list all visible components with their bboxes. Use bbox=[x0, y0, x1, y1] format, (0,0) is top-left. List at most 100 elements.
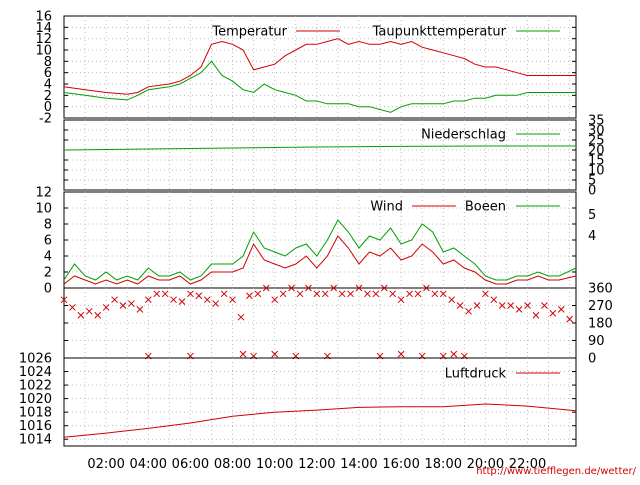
temperature-ytick-label: 0 bbox=[44, 100, 52, 115]
wind_direction-point bbox=[60, 296, 68, 304]
wind_direction-point bbox=[515, 306, 523, 313]
wind-ytick-label: 4 bbox=[44, 250, 52, 265]
wind_direction-point bbox=[414, 290, 422, 298]
temperature-legend-label: Taupunkttemperatur bbox=[372, 25, 507, 40]
precipitation-ytick-label: 0 bbox=[588, 184, 596, 199]
wind_direction-point bbox=[549, 309, 557, 317]
wind_direction-point bbox=[288, 284, 295, 292]
wind_direction-point bbox=[473, 302, 481, 309]
temperature-ytick-label: 8 bbox=[44, 55, 52, 70]
wind_direction-point bbox=[254, 290, 262, 298]
pressure-legend-label: Luftdruck bbox=[445, 367, 507, 382]
wind_direction-point bbox=[271, 350, 279, 358]
wind_direction-point bbox=[153, 290, 161, 298]
temperature-ytick-label: 2 bbox=[44, 89, 52, 104]
pressure-ytick-label: 1022 bbox=[19, 379, 52, 394]
pressure-ytick-label: 1020 bbox=[19, 392, 52, 407]
wind_direction-point bbox=[498, 302, 506, 309]
pressure-series-0-line bbox=[63, 403, 577, 438]
wind_direction-point bbox=[170, 296, 177, 304]
wind_direction-point bbox=[338, 290, 346, 298]
x-tick-label: 04:00 bbox=[130, 457, 167, 472]
pressure-ytick-label: 1018 bbox=[19, 406, 52, 421]
precipitation-ytick-label: 35 bbox=[588, 114, 605, 129]
wind-right-label: 4 bbox=[588, 229, 596, 244]
wind_direction-point bbox=[450, 350, 458, 358]
wind-series-0-line bbox=[63, 235, 577, 285]
wind_direction-ytick-label: 360 bbox=[588, 282, 613, 297]
temperature-ytick-label: 6 bbox=[44, 66, 52, 81]
wind_direction-point bbox=[237, 313, 245, 321]
wind-legend-label: Wind bbox=[370, 200, 403, 215]
wind_direction-point bbox=[389, 290, 397, 298]
wind_direction-point bbox=[94, 311, 102, 319]
precipitation-ytick-label: 25 bbox=[588, 134, 605, 149]
wind_direction-point bbox=[321, 290, 329, 298]
wind_direction-point bbox=[490, 296, 498, 304]
wind_direction-point bbox=[541, 302, 548, 309]
precipitation-series-0-line bbox=[63, 145, 576, 151]
x-tick-label: 02:00 bbox=[87, 457, 124, 472]
x-tick-label: 08:00 bbox=[214, 457, 251, 472]
x-tick-label: 06:00 bbox=[172, 457, 209, 472]
wind-right-label: 5 bbox=[588, 208, 596, 223]
wind_direction-point bbox=[406, 290, 413, 298]
wind_direction-point bbox=[313, 290, 321, 298]
wind_direction-point bbox=[465, 307, 472, 315]
wind_direction-point bbox=[144, 296, 152, 304]
wind_direction-point bbox=[203, 296, 211, 304]
wind_direction-point bbox=[448, 296, 456, 304]
temperature-frame bbox=[63, 15, 577, 119]
precipitation-legend-label: Niederschlag bbox=[421, 128, 506, 143]
precipitation-frame bbox=[63, 119, 577, 191]
wind_direction-point bbox=[482, 290, 489, 298]
temperature-series-1-line bbox=[63, 60, 576, 113]
x-tick-label: 10:00 bbox=[256, 457, 293, 472]
precipitation-ytick-label: 30 bbox=[588, 124, 605, 139]
wind_direction-point bbox=[246, 292, 253, 300]
temperature-ytick-label: 16 bbox=[35, 10, 52, 25]
wind_direction-point bbox=[372, 290, 380, 298]
wind-ytick-label: 2 bbox=[44, 266, 52, 281]
wind-ytick-label: 12 bbox=[35, 186, 52, 201]
temperature-series-0-line bbox=[63, 38, 576, 95]
wind_direction-point bbox=[128, 300, 135, 307]
wind_direction-point bbox=[305, 284, 312, 292]
wind_direction-ytick-label: 270 bbox=[588, 299, 613, 314]
wind-ytick-label: 6 bbox=[44, 234, 52, 249]
temperature-ytick-label: 14 bbox=[35, 21, 52, 36]
x-tick-label: 12:00 bbox=[298, 457, 335, 472]
wind_direction-ytick-label: 180 bbox=[588, 317, 613, 332]
x-tick-label: 22:00 bbox=[509, 457, 546, 472]
pressure-ytick-label: 1026 bbox=[19, 352, 52, 367]
wind-ytick-label: 8 bbox=[44, 218, 52, 233]
wind_direction-point bbox=[355, 284, 363, 292]
wind_direction-ytick-label: 90 bbox=[588, 334, 605, 349]
source-url[interactable]: http://www.tiefflegen.de/wetter/ bbox=[476, 466, 636, 477]
x-tick-label: 20:00 bbox=[467, 457, 504, 472]
wind_direction-ytick-label: 0 bbox=[588, 352, 596, 367]
wind_direction-point bbox=[262, 284, 270, 292]
wind_direction-point bbox=[187, 290, 194, 298]
wind_direction-point bbox=[330, 284, 338, 292]
wind-legend-label: Boeen bbox=[465, 200, 506, 215]
wind_direction-point bbox=[178, 298, 186, 305]
wind_direction-point bbox=[239, 350, 247, 358]
wind_direction-point bbox=[347, 290, 354, 298]
pressure-ytick-label: 1014 bbox=[19, 433, 52, 448]
precipitation-ytick-label: 15 bbox=[588, 154, 605, 169]
wind_direction-point bbox=[423, 284, 430, 292]
wind-series-1-line bbox=[63, 219, 577, 281]
wind_direction-point bbox=[296, 290, 304, 298]
wind_direction-point bbox=[85, 307, 93, 315]
wind_direction-point bbox=[566, 315, 574, 323]
pressure-ytick-label: 1016 bbox=[19, 419, 52, 434]
wind_direction-point bbox=[279, 290, 287, 298]
wind_direction-point bbox=[364, 290, 371, 298]
wind_direction-point bbox=[102, 304, 110, 311]
wind_direction-point bbox=[431, 290, 439, 298]
wind_direction-point bbox=[111, 296, 118, 304]
wind_direction-point bbox=[397, 350, 405, 358]
pressure-frame bbox=[63, 357, 577, 447]
